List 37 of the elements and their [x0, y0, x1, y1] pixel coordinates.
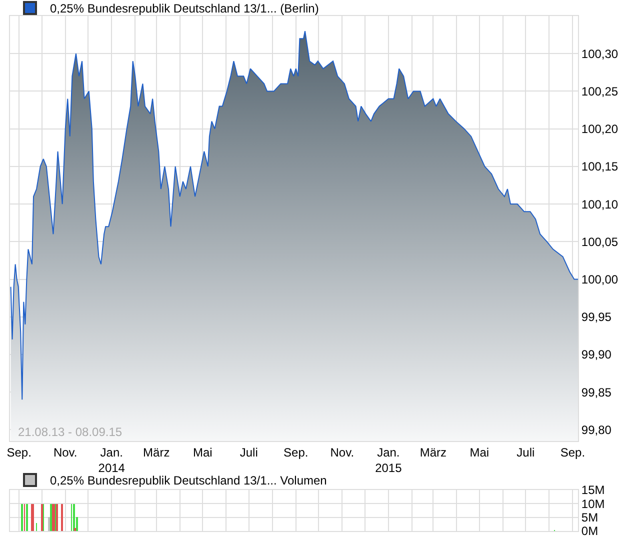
- y-tick-label: 100,25: [581, 84, 618, 98]
- bar: [74, 528, 76, 531]
- y-tick-label: 99,80: [581, 422, 612, 437]
- legend-label: 0,25% Bundesrepublik Deutschland 13/1... Volumen: [50, 474, 327, 488]
- x-tick-label: Juli: [516, 445, 535, 460]
- x-tick-label: Sep.: [284, 445, 308, 460]
- legend-label: 0,25% Bundesrepublik Deutschland 13/1... (Berlin): [50, 2, 319, 16]
- x-tick-label: Nov.: [330, 445, 354, 460]
- bar: [73, 504, 75, 531]
- annotation: 21.08.13 - 08.09.15: [18, 425, 122, 439]
- y-tick-label: 99,85: [581, 385, 612, 400]
- x-tick-label: Jan. 2014: [98, 445, 126, 475]
- bar: [48, 517, 50, 531]
- x-tick-label: Mai: [470, 445, 490, 460]
- y-tick-label: 100,05: [581, 234, 618, 249]
- y-tick-label: 100,00: [581, 272, 618, 286]
- x-tick-label: März: [420, 445, 446, 460]
- x-tick-label: Sep.: [560, 445, 586, 460]
- bar: [61, 504, 63, 531]
- y-tick-label: 10M: [581, 496, 605, 511]
- bar: [26, 504, 28, 531]
- y-tick-label: 15M: [581, 483, 605, 498]
- y-tick-label: 100,15: [581, 160, 618, 174]
- x-tick-label: Nov.: [53, 445, 78, 460]
- x-tick-label: Sep.: [6, 445, 32, 460]
- y-tick-label: 5M: [581, 510, 598, 525]
- y-tick-label: 100,10: [581, 197, 618, 212]
- bar: [21, 504, 23, 531]
- x-tick-label: Mai: [192, 445, 212, 460]
- y-tick-label: 100,20: [581, 122, 618, 136]
- x-tick-label: Juli: [240, 445, 258, 460]
- x-tick-label: Jan. 2015: [375, 445, 402, 475]
- y-tick-label: 99,90: [581, 348, 612, 362]
- y-tick-label: 100,30: [581, 46, 618, 61]
- x-tick-label: März: [143, 445, 170, 460]
- y-tick-label: 99,95: [581, 310, 612, 324]
- y-tick-label: 0M: [581, 524, 598, 538]
